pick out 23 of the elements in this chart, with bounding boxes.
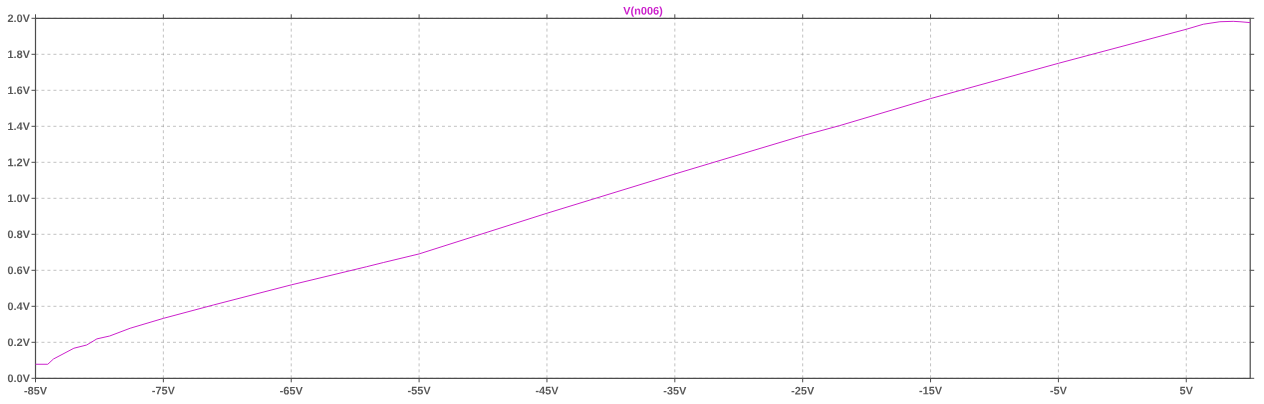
y-tick-label: 0.8V bbox=[7, 230, 30, 239]
y-tick-label: 0.4V bbox=[7, 302, 30, 311]
y-tick-label: 0.6V bbox=[7, 266, 30, 275]
x-tick-label: -35V bbox=[663, 386, 687, 395]
y-tick-label: 1.4V bbox=[8, 122, 30, 131]
y-tick-label: 0.0V bbox=[7, 374, 30, 383]
y-tick-label: 1.0V bbox=[8, 194, 30, 203]
y-tick-label: 0.2V bbox=[7, 338, 30, 347]
line-series bbox=[35, 20, 1251, 365]
y-tick-label: 2.0V bbox=[7, 14, 30, 23]
x-tick-label: 5V bbox=[1179, 386, 1193, 395]
y-tick-label: 1.2V bbox=[8, 158, 30, 167]
text: V(n006) bbox=[623, 6, 663, 17]
x-tick-label: -45V bbox=[535, 386, 559, 395]
y-tick-label: 1.6V bbox=[8, 86, 30, 95]
x-tick-label: -75V bbox=[152, 386, 175, 395]
x-tick-label: -85V bbox=[24, 386, 47, 395]
x-tick-label: -55V bbox=[407, 386, 431, 395]
x-tick-label: -65V bbox=[280, 386, 303, 395]
x-tick-label: -5V bbox=[1050, 386, 1067, 395]
x-tick-label: -15V bbox=[919, 386, 943, 395]
x-tick-label: -25V bbox=[791, 386, 815, 395]
y-tick-label: 1.8V bbox=[8, 50, 30, 59]
